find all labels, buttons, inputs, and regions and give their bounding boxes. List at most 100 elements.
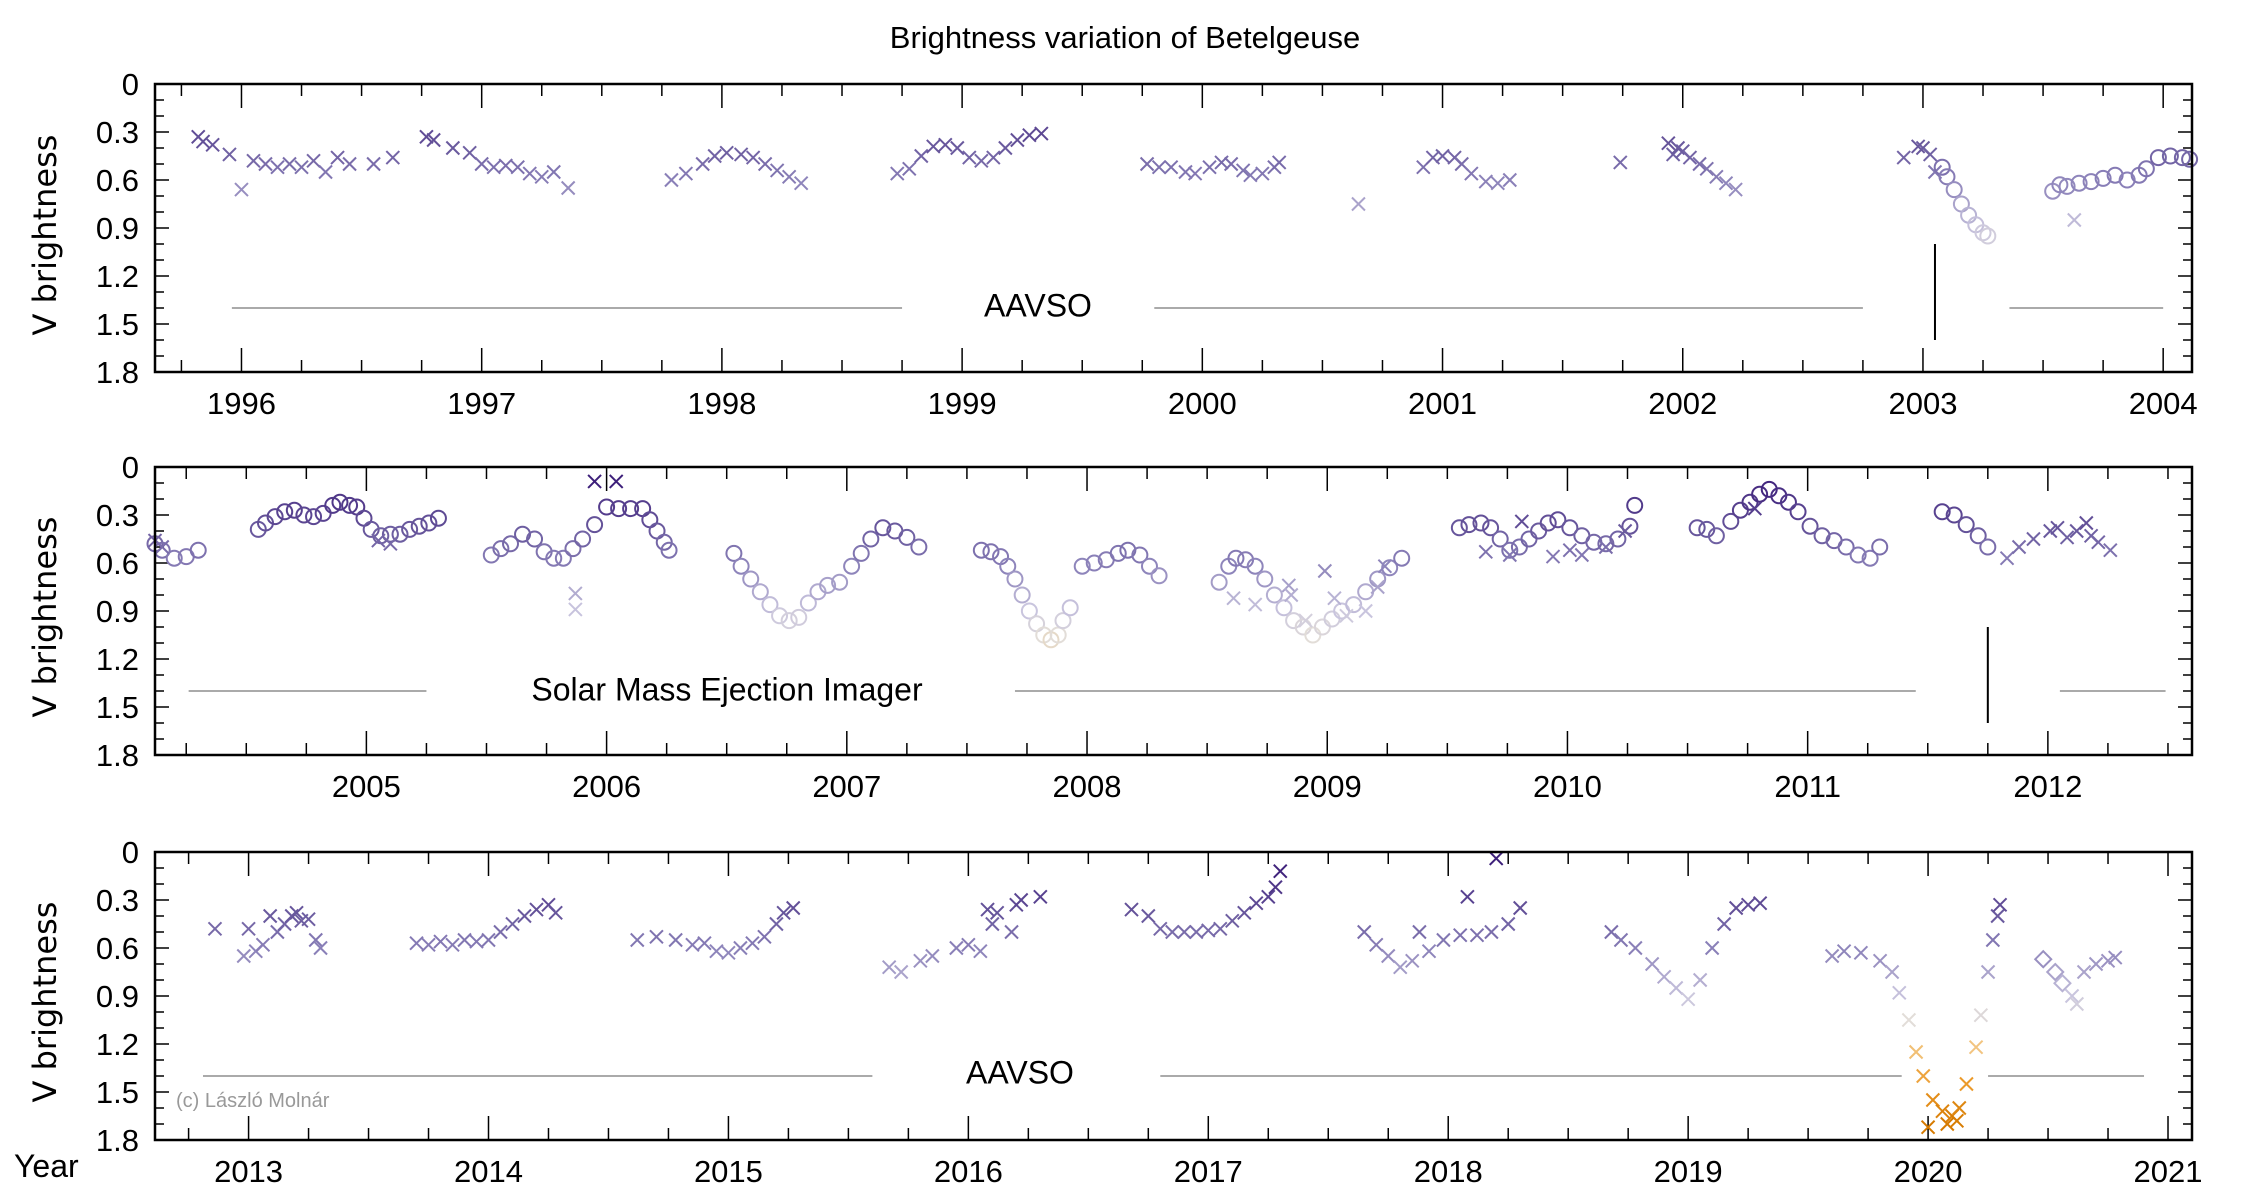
- y-tick-label: 0: [122, 835, 139, 870]
- data-point-cross: [1460, 889, 1475, 905]
- y-tick-label: 0.3: [96, 498, 139, 533]
- x-tick-label: 2014: [454, 1154, 523, 1189]
- data-point-circle: [1974, 224, 1992, 242]
- data-point-circle: [276, 503, 294, 521]
- data-point-cross: [1502, 547, 1518, 563]
- data-point-circle: [761, 596, 779, 614]
- data-point-circle: [1520, 530, 1538, 548]
- data-point-cross: [1298, 613, 1313, 628]
- data-point-cross: [1716, 916, 1732, 932]
- data-point-cross: [1922, 147, 1938, 162]
- data-point-cross: [1704, 940, 1720, 956]
- y-axis-label: V brightness: [26, 901, 64, 1103]
- data-point-circle: [1109, 544, 1127, 562]
- data-point-circle: [874, 519, 892, 537]
- data-point-cross: [989, 905, 1005, 921]
- data-point-cross: [318, 164, 333, 180]
- x-tick-label: 1999: [928, 386, 997, 421]
- data-point-circle: [341, 496, 359, 514]
- data-point-cross: [1980, 964, 1996, 980]
- data-point-circle: [545, 549, 563, 567]
- data-point-circle: [1140, 557, 1158, 575]
- data-point-cross: [505, 916, 520, 932]
- data-point-circle: [1246, 557, 1264, 575]
- data-point-circle: [165, 549, 183, 567]
- data-point-cross: [985, 916, 1000, 932]
- data-point-circle: [2149, 149, 2167, 167]
- data-point-circle: [2058, 177, 2076, 195]
- data-point-circle: [2161, 147, 2179, 165]
- x-tick-label: 2016: [934, 1154, 1003, 1189]
- data-point-cross: [1393, 959, 1408, 975]
- data-point-cross: [522, 166, 537, 181]
- y-tick-label: 1.8: [96, 1123, 139, 1158]
- y-tick-label: 0.3: [96, 115, 139, 150]
- data-point-cross: [262, 908, 278, 924]
- x-tick-label: 2007: [812, 769, 881, 804]
- data-point-cross: [776, 905, 791, 921]
- data-point-circle: [1957, 516, 1975, 534]
- data-point-cross: [289, 905, 304, 921]
- data-point-circle: [564, 540, 582, 558]
- y-tick-label: 0: [122, 67, 139, 102]
- data-point-cross: [697, 935, 712, 951]
- data-point-circle: [2082, 173, 2100, 191]
- data-point-cross: [1201, 923, 1216, 938]
- data-point-cross: [914, 148, 929, 164]
- data-point-cross: [1237, 905, 1252, 921]
- data-point-circle: [1501, 541, 1519, 559]
- data-point-cross: [282, 156, 297, 172]
- data-point-cross: [1436, 932, 1451, 948]
- data-point-cross: [1351, 196, 1366, 212]
- data-point-cross: [1920, 1119, 1936, 1135]
- data-point-cross: [902, 161, 917, 177]
- data-point-cross: [1940, 1116, 1955, 1132]
- x-tick-label: 2019: [1654, 1154, 1723, 1189]
- data-point-cross: [493, 924, 508, 940]
- data-point-circle: [1933, 158, 1951, 176]
- data-point-circle: [1227, 549, 1245, 567]
- data-point-circle: [1210, 573, 1228, 591]
- data-point-cross: [950, 140, 965, 156]
- data-point-cross: [1502, 172, 1518, 188]
- x-tick-label: 2013: [214, 1154, 283, 1189]
- data-point-cross: [481, 932, 496, 948]
- data-point-cross: [498, 158, 513, 173]
- data-point-cross: [1999, 550, 2015, 566]
- data-point-circle: [1530, 522, 1548, 540]
- data-point-cross: [1901, 1012, 1917, 1028]
- data-point-circle: [742, 570, 760, 588]
- data-point-circle: [1510, 538, 1528, 556]
- data-point-circle: [1323, 610, 1341, 628]
- data-point-circle: [660, 541, 678, 559]
- data-point-cross: [1959, 1076, 1974, 1092]
- data-point-cross: [2100, 953, 2116, 969]
- data-point-cross: [733, 147, 749, 162]
- data-point-cross: [733, 940, 748, 956]
- y-tick-label: 1.2: [96, 259, 139, 294]
- data-point-cross: [1327, 590, 1342, 606]
- data-point-cross: [2011, 539, 2027, 555]
- data-point-circle: [852, 544, 870, 562]
- data-point-circle: [641, 511, 659, 529]
- x-tick-label: 2020: [1894, 1154, 1963, 1189]
- data-point-cross: [781, 169, 797, 185]
- data-point-cross: [1884, 964, 1900, 980]
- data-point-circle: [1861, 549, 1879, 567]
- data-point-cross: [1261, 889, 1276, 905]
- data-point-circle: [295, 506, 313, 524]
- data-point-circle: [189, 541, 207, 559]
- x-tick-label: 2001: [1408, 386, 1477, 421]
- data-point-cross: [510, 159, 525, 175]
- data-point-cross: [154, 539, 170, 555]
- data-point-circle: [401, 520, 419, 538]
- data-point-cross: [1010, 132, 1025, 148]
- data-point-cross: [2108, 950, 2123, 965]
- data-point-cross: [2091, 534, 2106, 550]
- data-point-cross: [1273, 863, 1288, 879]
- data-point-cross: [1968, 1039, 1984, 1055]
- x-tick-label: 2005: [332, 769, 401, 804]
- data-point-cross: [757, 929, 772, 945]
- data-point-cross: [1202, 159, 1217, 175]
- data-point-cross: [236, 948, 251, 964]
